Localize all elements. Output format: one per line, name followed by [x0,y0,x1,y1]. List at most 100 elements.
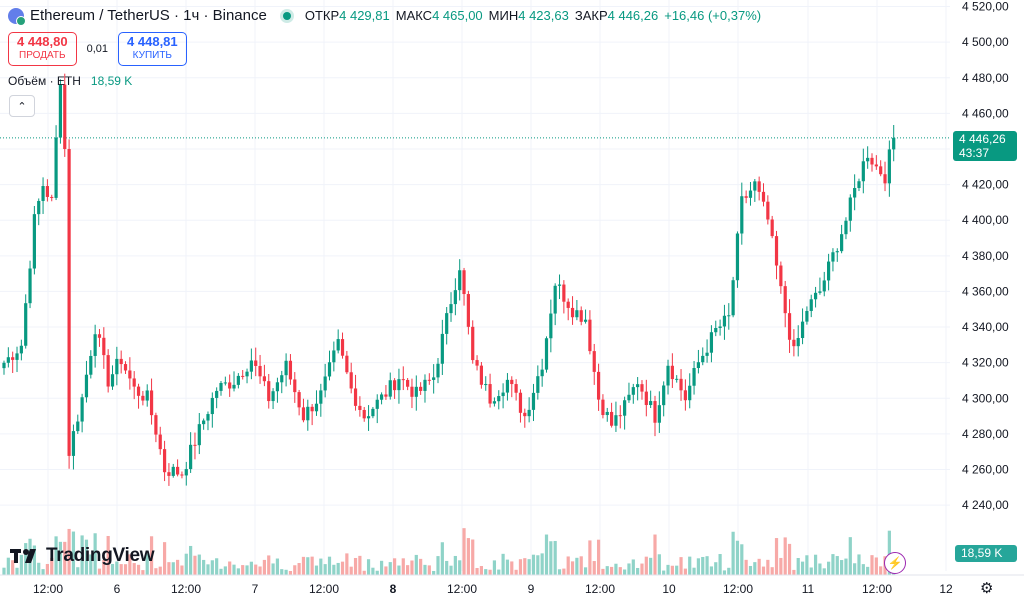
candle-body [384,394,388,397]
volume-bar [267,555,271,575]
sell-button[interactable]: 4 448,80 ПРОДАТЬ [8,32,77,66]
volume-bar [397,565,401,575]
candle-body [887,149,891,184]
volume-legend[interactable]: Объём · ETH 18,59 K [8,74,132,88]
close-label: ЗАКР [574,8,608,23]
volume-bar [596,539,601,575]
volume-bar [293,565,297,575]
tradingview-logo[interactable]: TradingView [10,545,155,567]
y-tick-label: 4 380,00 [962,249,1009,263]
trade-panel: 4 448,80 ПРОДАТЬ 0,01 4 448,81 КУПИТЬ [8,32,187,66]
candle-body [219,382,223,391]
buy-price: 4 448,81 [127,34,178,49]
volume-bar [649,557,653,575]
volume-bar [774,538,779,575]
candle-body [861,161,865,182]
candle-body [249,360,253,372]
last-price-value: 4 446,26 [959,132,1006,146]
candle-body [6,357,10,363]
candle-body [280,375,284,383]
candle-body [419,386,423,391]
candle-body [484,384,488,386]
candle-body [714,327,718,333]
volume-bar [167,562,171,575]
candle-body [327,362,332,377]
candle-body [410,386,414,397]
candle-body [722,315,727,327]
y-tick-label: 4 520,00 [962,0,1009,14]
volume-bar [787,543,792,575]
candle-body [883,174,887,184]
settings-gear-icon[interactable]: ⚙ [980,580,994,597]
candle-body [32,214,36,269]
volume-bar [110,563,115,575]
candle-body [549,313,553,339]
volume-bar [41,569,45,575]
candle-body [136,386,141,396]
symbol-title[interactable]: Ethereum / TetherUS · 1ч · Binance [30,7,267,24]
candle-body [228,382,232,389]
volume-bar [254,564,258,575]
volume-bar [692,567,696,575]
candle-body [601,399,605,416]
volume-bar [223,566,227,575]
lightning-icon[interactable]: ⚡ [884,552,906,574]
volume-bar [327,556,332,575]
candle-body [740,196,744,234]
volume-bar [349,566,353,575]
candle-body [583,319,588,322]
volume-bar [280,569,284,575]
volume-bar [874,557,878,575]
volume-bar [575,557,579,575]
bar-countdown: 43:37 [959,146,990,160]
candle-body [592,351,596,372]
candle-body [262,376,266,382]
volume-bar [427,565,431,575]
candle-body [345,355,349,373]
volume-bar [366,559,371,575]
candle-body [414,386,418,397]
candle-body [570,307,575,318]
volume-bar [80,535,84,575]
volume-bar [436,556,440,575]
x-tick-label: 12:00 [33,582,63,596]
volume-bar [11,560,15,575]
collapse-legend-button[interactable]: ⌃ [9,95,35,117]
candle-body [11,357,15,360]
candle-body [206,414,210,421]
volume-bar [484,569,488,575]
volume-bar [501,553,505,575]
candle-body [440,333,444,364]
candle-body [705,352,709,356]
volume-bar [232,564,236,575]
candle-body [314,403,319,412]
candle-body [562,284,566,302]
candle-body [675,378,679,380]
volume-bar [475,568,479,575]
candle-body [805,310,809,322]
sell-label: ПРОДАТЬ [19,50,66,61]
candle-body [510,379,514,385]
volume-bar [2,567,6,575]
candle-body [588,319,592,352]
candle-body [818,291,822,293]
candle-body [874,164,878,167]
volume-bar [206,564,210,575]
candle-body [93,334,97,356]
candle-body [89,355,93,375]
volume-bar [518,559,523,575]
candle-body [497,396,501,402]
y-tick-label: 4 340,00 [962,320,1009,334]
candle-body [696,362,700,369]
buy-button[interactable]: 4 448,81 КУПИТЬ [118,32,187,66]
volume-bar [853,563,857,575]
candle-body [822,280,826,292]
y-tick-label: 4 460,00 [962,106,1009,120]
volume-bar [97,568,102,575]
volume-bar [345,553,349,575]
volume-bar [644,556,648,575]
candle-body [501,392,505,397]
candle-body [297,392,301,408]
candle-body [176,466,180,475]
